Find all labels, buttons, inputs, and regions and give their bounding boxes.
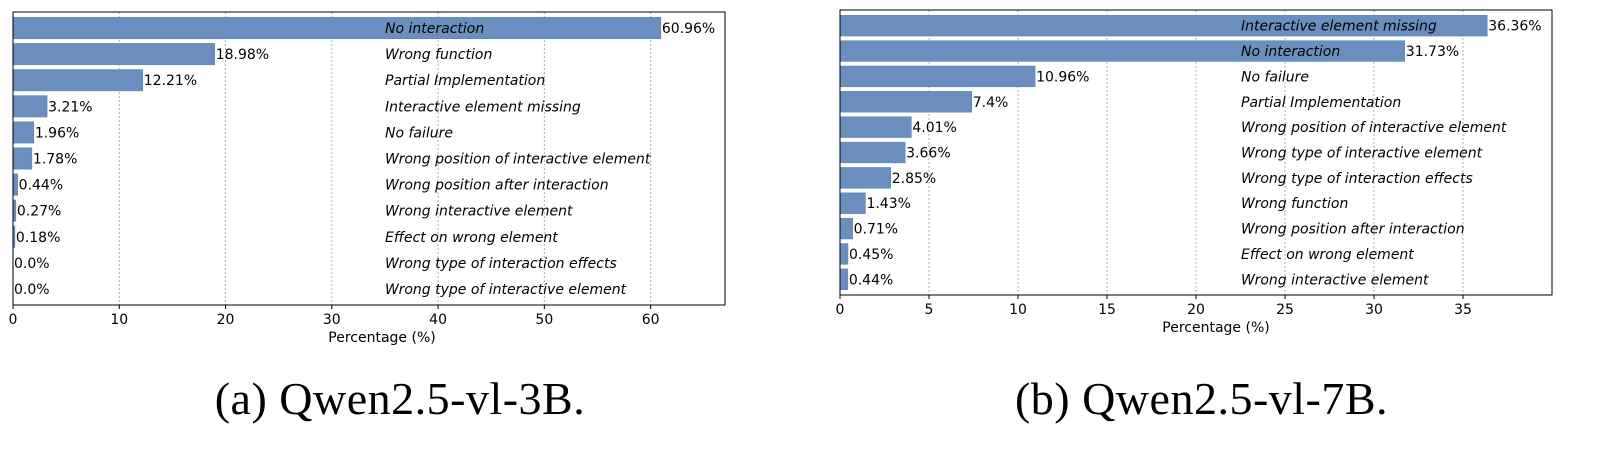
category-label-a-10: Wrong type of interactive element [385,282,627,298]
value-label-b-5: 3.66% [906,146,950,162]
bar-a-6 [12,173,18,196]
bar-a-5 [12,147,33,170]
value-label-b-9: 0.45% [849,247,893,263]
category-label-a-8: Effect on wrong element [385,230,558,246]
value-label-a-3: 3.21% [48,99,92,115]
bar-b-5 [839,141,906,164]
bar-b-8 [839,217,853,240]
category-label-a-4: No failure [385,125,453,141]
chart-caption-b: (b) Qwen2.5-vl-7B. [1014,373,1389,424]
x-tick-label-b-3: 15 [1098,302,1116,318]
value-label-b-7: 1.43% [866,196,910,212]
x-tick-label-b-5: 25 [1276,302,1294,318]
bar-a-0 [12,17,662,39]
bar-b-7 [839,192,866,214]
bar-a-1 [12,43,215,66]
bar-b-4 [839,116,912,138]
x-tick-label-b-0: 0 [836,302,845,318]
value-label-a-9: 0.0% [14,256,50,272]
x-axis-label-b: Percentage (%) [1162,320,1269,336]
x-tick-label-b-2: 10 [1009,302,1027,318]
value-label-b-4: 4.01% [912,120,956,136]
bar-a-3 [12,95,48,118]
category-label-b-2: No failure [1241,69,1309,85]
value-label-b-6: 2.85% [892,171,936,187]
value-label-a-5: 1.78% [33,152,77,168]
x-tick-label-b-4: 20 [1187,302,1205,318]
value-label-b-8: 0.71% [854,222,898,238]
x-tick-label-a-3: 30 [323,312,341,328]
value-label-a-0: 60.96% [662,21,715,37]
value-label-b-2: 10.96% [1036,69,1089,85]
category-label-b-7: Wrong function [1241,196,1348,212]
x-tick-label-a-2: 20 [217,312,235,328]
bar-b-3 [839,91,972,113]
x-tick-label-a-4: 40 [429,312,447,328]
x-axis-label-a: Percentage (%) [328,330,435,346]
x-tick-label-a-5: 50 [535,312,553,328]
x-tick-label-b-6: 30 [1365,302,1383,318]
bar-chart-a: 60.96% No interaction 18.98% Wrong function… [9,11,726,346]
category-label-a-1: Wrong function [385,47,492,63]
value-label-a-6: 0.44% [19,178,63,194]
chart-panel-b: 36.36% Interactive element missing 31.73% N… [800,0,1603,458]
category-label-a-5: Wrong position of interactive element [385,152,651,168]
value-label-b-1: 31.73% [1406,44,1459,60]
category-label-b-3: Partial Implementation [1241,95,1401,111]
chart-panel-a: 60.96% No interaction 18.98% Wrong function… [0,0,800,458]
category-label-a-7: Wrong interactive element [385,204,573,220]
x-tick-label-a-6: 60 [642,312,660,328]
category-label-b-0: Interactive element missing [1241,19,1437,35]
bar-chart-b: 36.36% Interactive element missing 31.73% N… [836,9,1553,336]
bar-b-10 [839,268,849,290]
category-label-b-5: Wrong type of interactive element [1241,146,1483,162]
bar-b-2 [839,65,1036,88]
category-label-b-10: Wrong interactive element [1241,272,1429,288]
plot-frame-a [12,11,726,306]
category-label-a-6: Wrong position after interaction [385,178,609,194]
bar-b-9 [839,243,849,265]
category-label-b-4: Wrong position of interactive element [1241,120,1507,136]
bar-a-2 [12,69,144,92]
category-label-b-6: Wrong type of interaction effects [1241,171,1473,187]
bar-b-6 [839,167,891,189]
category-label-a-9: Wrong type of interaction effects [385,256,617,272]
bar-a-4 [12,121,35,144]
value-label-a-8: 0.18% [16,230,60,246]
x-tick-label-b-7: 35 [1454,302,1472,318]
category-label-b-8: Wrong position after interaction [1241,222,1465,238]
category-label-a-0: No interaction [385,21,484,37]
category-label-a-3: Interactive element missing [385,99,581,115]
x-tick-label-b-1: 5 [925,302,934,318]
value-label-a-1: 18.98% [216,47,269,63]
value-label-a-2: 12.21% [144,73,197,89]
x-tick-label-a-0: 0 [9,312,18,328]
value-label-a-7: 0.27% [17,204,61,220]
value-label-a-4: 1.96% [35,125,79,141]
x-tick-label-a-1: 10 [110,312,128,328]
category-label-b-9: Effect on wrong element [1241,247,1414,263]
value-label-b-3: 7.4% [973,95,1009,111]
value-label-b-10: 0.44% [849,272,893,288]
category-label-a-2: Partial Implementation [385,73,545,89]
value-label-a-10: 0.0% [14,282,50,298]
value-label-b-0: 36.36% [1488,19,1541,35]
chart-caption-a: (a) Qwen2.5-vl-3B. [214,373,586,424]
category-label-b-1: No interaction [1241,44,1340,60]
